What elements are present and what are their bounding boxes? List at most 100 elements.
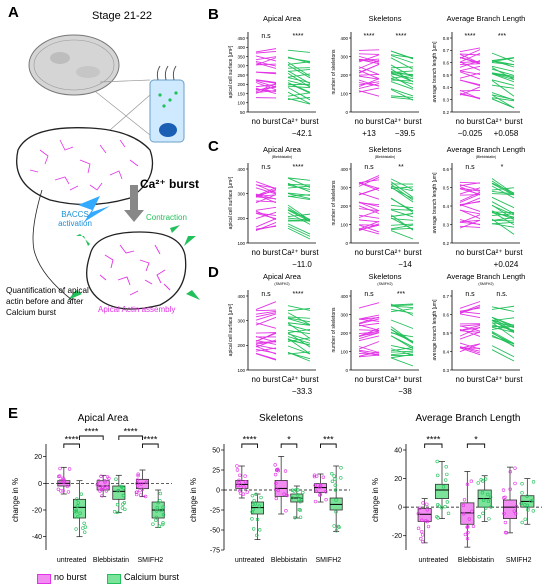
- sig-bracket: [424, 443, 443, 448]
- contraction-label: Contraction: [146, 213, 187, 222]
- sig-left: n.s: [261, 291, 271, 298]
- x-tick-label: SMIFH2: [137, 557, 163, 564]
- delta-left: −0.025: [458, 129, 483, 138]
- panel-label-b: B: [208, 6, 219, 23]
- y-tick-label: 400: [237, 45, 245, 50]
- series-line-no-burst: [255, 87, 277, 94]
- chart-subtitle: (SMIFH2): [478, 282, 493, 286]
- x-tick-label: no burst: [252, 117, 282, 126]
- series-line-no-burst: [358, 205, 380, 214]
- chart-e1: Apical Area 20 0 -20 -40 change in % **** **** *…: [11, 413, 172, 564]
- sig-label: *: [287, 435, 291, 445]
- series-line-burst: [491, 322, 515, 339]
- y-tick-label: 200: [237, 216, 245, 221]
- panel-label-c: C: [208, 138, 219, 155]
- series-line-no-burst: [459, 311, 481, 315]
- series-line-no-burst: [358, 314, 380, 320]
- series-line-no-burst: [459, 71, 481, 80]
- series-line-burst: [491, 65, 515, 72]
- y-tick-label: 200: [237, 343, 245, 348]
- series-line-burst: [491, 349, 515, 362]
- series-line-no-burst: [358, 66, 380, 75]
- data-point: [138, 488, 142, 493]
- y-tick-label: 300: [340, 54, 348, 59]
- sig-left: ****: [465, 33, 476, 40]
- embryo-image: [28, 34, 120, 96]
- baccs-label: BACCS activation: [58, 210, 92, 228]
- data-point: [418, 506, 422, 511]
- y-tick-label: 0.5: [443, 331, 450, 336]
- data-point: [157, 524, 162, 528]
- series-line-no-burst: [255, 212, 277, 216]
- data-point: [334, 510, 338, 514]
- data-point: [425, 508, 429, 512]
- data-point: [95, 483, 100, 487]
- data-point: [525, 503, 530, 508]
- y-tick-label: 0.3: [443, 222, 450, 227]
- data-point: [250, 493, 255, 498]
- series-line-no-burst: [459, 301, 481, 309]
- data-point: [136, 472, 140, 476]
- series-line-no-burst: [255, 89, 277, 94]
- ca-burst-label: Ca²⁺ burst: [140, 177, 200, 191]
- series-line-no-burst: [358, 302, 380, 309]
- y-tick-label: 0.5: [443, 73, 450, 78]
- series-line-burst: [287, 207, 311, 222]
- chart-title: Average Branch Length: [447, 14, 526, 23]
- data-point: [318, 492, 323, 497]
- y-tick-label: 400: [237, 294, 245, 299]
- data-point: [61, 477, 66, 481]
- y-axis-label: average branch length [μm]: [432, 299, 438, 361]
- series-line-no-burst: [358, 64, 380, 73]
- data-point: [103, 479, 107, 483]
- data-point: [72, 509, 77, 514]
- sig-left: n.s: [465, 291, 475, 298]
- data-point: [332, 474, 336, 478]
- box: [434, 483, 450, 499]
- data-point: [444, 478, 448, 482]
- data-point: [283, 469, 288, 473]
- y-tick-label: 100: [237, 241, 245, 246]
- data-point: [333, 483, 337, 487]
- series-line-burst: [491, 218, 515, 235]
- series-line-no-burst: [255, 55, 277, 62]
- delta-right: −39.5: [395, 129, 416, 138]
- data-point: [161, 505, 165, 509]
- chart-title: Apical Area: [78, 413, 129, 424]
- data-point: [514, 511, 518, 516]
- data-point: [135, 478, 140, 482]
- series-line-burst: [491, 187, 515, 191]
- x-tick-label: no burst: [355, 375, 385, 384]
- y-tick-label: 450: [237, 36, 245, 41]
- delta-right: +0.058: [494, 129, 519, 138]
- series-line-no-burst: [459, 61, 481, 71]
- series-line-no-burst: [358, 78, 380, 88]
- data-point: [301, 490, 305, 495]
- series-line-no-burst: [255, 353, 277, 361]
- data-point: [420, 518, 424, 523]
- series-line-burst: [390, 305, 414, 309]
- data-point: [440, 506, 444, 510]
- data-point: [238, 491, 243, 495]
- series-line-no-burst: [358, 49, 380, 51]
- sig-left: n.s: [261, 164, 271, 171]
- data-point: [339, 466, 343, 470]
- data-point: [252, 498, 256, 503]
- data-point: [436, 516, 440, 520]
- data-point: [275, 468, 279, 472]
- x-tick-label: no burst: [456, 375, 486, 384]
- data-point: [243, 480, 248, 484]
- x-tick-label: no burst: [252, 248, 282, 257]
- series-line-burst: [491, 92, 515, 101]
- legend-swatch-no-burst: [37, 574, 51, 584]
- data-point: [463, 532, 468, 537]
- y-tick-label: 100: [340, 349, 348, 354]
- data-point: [258, 528, 262, 532]
- sig-right: ****: [293, 164, 304, 171]
- data-point: [134, 490, 139, 494]
- data-point: [525, 494, 529, 498]
- y-tick-label: 400: [237, 167, 245, 172]
- x-tick-label: Ca²⁺ burst: [485, 248, 523, 257]
- series-line-burst: [390, 95, 414, 98]
- series-line-no-burst: [459, 47, 481, 53]
